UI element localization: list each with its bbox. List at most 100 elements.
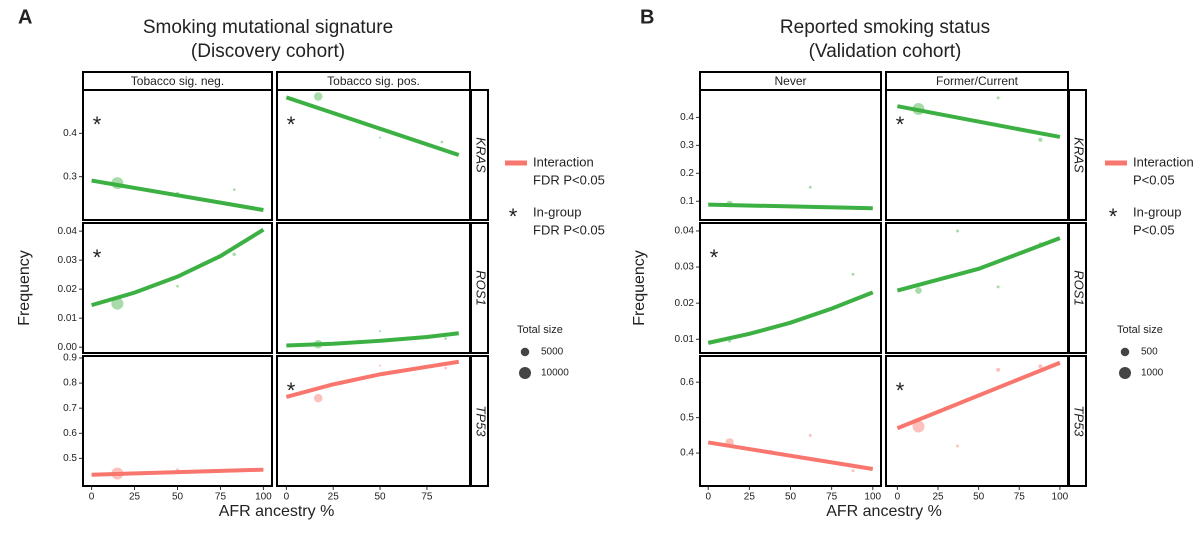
x-tick-label: 100: [1052, 492, 1069, 503]
size-key: [1119, 367, 1131, 379]
annotation: *: [710, 245, 719, 270]
size-label: 1000: [1141, 368, 1164, 379]
y-tick-label: 0.04: [58, 226, 78, 237]
annotation: *: [896, 378, 905, 403]
x-tick-label: 50: [785, 492, 797, 503]
point: [232, 252, 236, 257]
x-tick-label: 100: [255, 492, 272, 503]
point: [379, 330, 382, 333]
annotation: *: [93, 245, 102, 270]
fit-line: [707, 290, 874, 345]
legend-label: In-group: [1133, 204, 1181, 219]
x-tick-label: 25: [932, 492, 944, 503]
point: [444, 337, 447, 340]
legend-label: In-group: [533, 204, 581, 219]
point: [956, 444, 959, 448]
x-tick-label: 75: [1014, 492, 1026, 503]
fit-line: [91, 467, 264, 477]
panel: [276, 89, 471, 221]
x-tick-label: 75: [826, 492, 838, 503]
legend-label: FDR P<0.05: [533, 172, 605, 187]
size-label: 5000: [541, 347, 564, 358]
y-axis-label: Frequency: [16, 250, 33, 326]
y-tick-label: 0.3: [680, 140, 694, 151]
point: [808, 185, 812, 189]
chart-title: Smoking mutational signature: [143, 17, 393, 38]
panel: [699, 222, 882, 354]
x-tick-label: 0: [895, 492, 901, 503]
y-axis-label: Frequency: [631, 250, 648, 326]
x-axis-label: AFR ancestry %: [826, 503, 942, 520]
y-tick-label: 0.7: [63, 403, 77, 414]
y-tick-label: 0.03: [58, 255, 78, 266]
y-tick-label: 0.4: [63, 128, 77, 139]
y-tick-label: 0.01: [58, 313, 78, 324]
panel: [82, 355, 273, 487]
y-tick-label: 0.1: [680, 196, 694, 207]
y-tick-label: 0.9: [63, 353, 77, 364]
point: [232, 188, 236, 192]
size-key: [1120, 347, 1130, 357]
chart-title: Reported smoking status: [780, 17, 990, 38]
y-tick-label: 0.00: [58, 342, 78, 353]
annotation: *: [93, 112, 102, 137]
size-label: 500: [1141, 347, 1158, 358]
x-tick-label: 50: [374, 492, 386, 503]
point: [912, 420, 925, 433]
size-key: [520, 347, 530, 357]
y-tick-label: 0.4: [680, 448, 694, 459]
y-tick-label: 0.01: [675, 334, 695, 345]
fit-line: [285, 95, 460, 157]
y-tick-label: 0.2: [680, 168, 694, 179]
point: [808, 433, 812, 437]
point: [996, 96, 1000, 100]
y-tick-label: 0.04: [675, 226, 695, 237]
y-tick-label: 0.5: [680, 412, 694, 423]
y-tick-label: 0.03: [675, 262, 695, 273]
point: [915, 287, 922, 294]
panel: [699, 89, 882, 221]
facet-label: Tobacco sig. neg.: [131, 74, 224, 88]
legend-label: FDR P<0.05: [533, 222, 605, 237]
x-tick-label: 25: [328, 492, 340, 503]
point: [111, 297, 124, 310]
y-tick-label: 0.6: [680, 377, 694, 388]
row-label: TP53: [1072, 405, 1087, 437]
size-legend-title: Total size: [517, 324, 563, 336]
fit-line: [896, 360, 1061, 431]
facet-label: Former/Current: [936, 74, 1019, 88]
point: [996, 367, 1001, 372]
x-tick-label: 50: [973, 492, 985, 503]
row-label: TP53: [474, 405, 489, 437]
point: [440, 140, 444, 144]
point: [851, 272, 855, 276]
panel-letter: A: [18, 6, 32, 28]
size-label: 10000: [541, 368, 569, 379]
x-tick-label: 75: [215, 492, 227, 503]
chart-subtitle: (Validation cohort): [809, 41, 962, 62]
y-tick-label: 0.02: [675, 298, 695, 309]
size-key: [519, 367, 531, 379]
legend-symbol: *: [1109, 204, 1118, 229]
y-tick-label: 0.5: [63, 453, 77, 464]
point: [1038, 364, 1043, 369]
point: [176, 284, 179, 288]
point: [851, 469, 855, 473]
point: [444, 366, 447, 370]
point: [379, 136, 382, 139]
legend-label: P<0.05: [1133, 222, 1175, 237]
facet-label: Never: [774, 74, 806, 88]
legend-symbol: *: [509, 204, 518, 229]
fit-line: [286, 331, 459, 348]
legend-label: Interaction: [533, 154, 594, 169]
x-tick-label: 0: [284, 492, 290, 503]
annotation: *: [896, 112, 905, 137]
chart-subtitle: (Discovery cohort): [191, 41, 345, 62]
legend-label: Interaction: [1133, 154, 1194, 169]
legend-label: P<0.05: [1133, 172, 1175, 187]
panel: [276, 222, 471, 354]
point: [956, 229, 959, 233]
fit-line: [285, 359, 460, 399]
annotation: *: [287, 112, 296, 137]
